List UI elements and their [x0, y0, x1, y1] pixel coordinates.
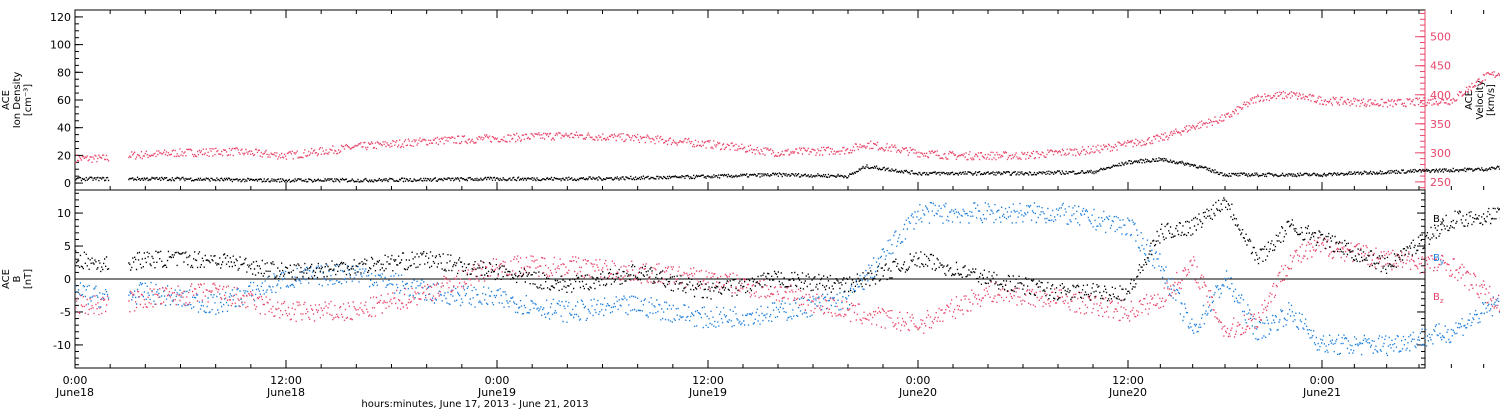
- x-tick-date-6: June21: [1302, 386, 1341, 399]
- density-tick-label-0: 0: [64, 177, 71, 190]
- x-tick-time-0: 0:00: [63, 374, 88, 387]
- x-tick-time-5: 12:00: [1112, 374, 1144, 387]
- legend-bx: Bx: [1433, 214, 1444, 227]
- density-tick-label-1: 20: [57, 149, 71, 162]
- velocity-tick-label-5: 500: [1430, 31, 1451, 44]
- density-tick-label-4: 80: [57, 66, 71, 79]
- density-axis-title: ACE Ion Density [cm⁻³]: [1, 72, 34, 129]
- x-tick-time-3: 12:00: [692, 374, 724, 387]
- density-series: [75, 157, 1500, 183]
- legend-by-subscript: y: [1440, 258, 1444, 266]
- density-tick-label-6: 120: [50, 11, 71, 24]
- bx-series-points: [75, 197, 1500, 302]
- field-tick-label-4: 10: [57, 207, 71, 220]
- velocity-axis-title-line-1: Velocity: [1475, 80, 1486, 119]
- x-tick-date-0: June18: [55, 386, 94, 399]
- by-series-points: [75, 202, 1500, 357]
- x-tick-time-1: 12:00: [270, 374, 302, 387]
- velocity-tick-label-2: 350: [1430, 118, 1451, 131]
- time-axis: 0:00June1812:00June180:00June1912:00June…: [55, 10, 1485, 399]
- velocity-series: [75, 71, 1500, 164]
- x-tick-date-4: June20: [898, 386, 937, 399]
- x-tick-time-6: 0:00: [1310, 374, 1335, 387]
- field-axis-title-line-1: B: [12, 275, 23, 282]
- by-series: [75, 202, 1500, 357]
- field-tick-label-1: -5: [60, 306, 71, 319]
- density-tick-label-3: 60: [57, 94, 71, 107]
- field-axis-title-line-2: [nT]: [23, 269, 34, 289]
- velocity-tick-label-0: 250: [1430, 176, 1451, 189]
- velocity-series-points: [75, 71, 1500, 164]
- x-tick-date-3: June19: [688, 386, 727, 399]
- density-axis-title-line-1: Ion Density: [12, 72, 23, 129]
- legend-bx-subscript: x: [1440, 219, 1444, 227]
- top-plot-frame: [74, 9, 1426, 191]
- x-tick-date-1: June18: [266, 386, 305, 399]
- velocity-tick-label-4: 450: [1430, 60, 1451, 73]
- x-tick-date-2: June19: [477, 386, 516, 399]
- bz-series: [75, 236, 1500, 338]
- field-tick-label-2: 0: [64, 273, 71, 286]
- velocity-tick-label-3: 400: [1430, 89, 1451, 102]
- bx-series: [75, 197, 1500, 302]
- velocity-tick-label-1: 300: [1430, 147, 1451, 160]
- x-tick-time-4: 0:00: [906, 374, 931, 387]
- field-tick-label-0: -10: [53, 339, 71, 352]
- bz-series-points: [75, 236, 1500, 338]
- velocity-axis-title: ACE Velocity [km/s]: [1464, 80, 1497, 119]
- density-axis-title-line-2: [cm⁻³]: [23, 84, 34, 116]
- velocity-axis-title-line-2: [km/s]: [1486, 84, 1497, 116]
- density-tick-label-2: 40: [57, 122, 71, 135]
- field-axis-title: ACE B [nT]: [1, 269, 34, 289]
- field-tick-label-3: 5: [64, 240, 71, 253]
- density-tick-label-5: 100: [50, 39, 71, 52]
- x-tick-date-5: June20: [1108, 386, 1147, 399]
- density-series-points: [75, 157, 1500, 183]
- x-axis-title: hours:minutes, June 17, 2013 - June 21, …: [361, 399, 588, 410]
- legend-bz-subscript: z: [1440, 297, 1444, 305]
- legend-bz: Bz: [1433, 292, 1444, 305]
- magnetic-field-panel: -10 -5 0 5 10 ACE B [nT]: [1, 189, 1500, 369]
- field-legend: Bx By Bz: [1433, 214, 1444, 305]
- x-tick-time-2: 0:00: [485, 374, 510, 387]
- field-axis-title-line-0: ACE: [1, 269, 12, 289]
- legend-by: By: [1433, 253, 1444, 266]
- velocity-axis-title-line-0: ACE: [1464, 90, 1475, 110]
- density-axis-title-line-0: ACE: [1, 90, 12, 110]
